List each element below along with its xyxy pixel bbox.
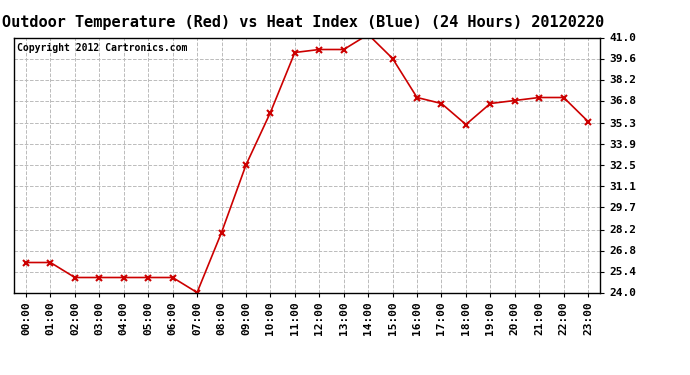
Text: Copyright 2012 Cartronics.com: Copyright 2012 Cartronics.com [17,43,187,52]
Text: Outdoor Temperature (Red) vs Heat Index (Blue) (24 Hours) 20120220: Outdoor Temperature (Red) vs Heat Index … [3,15,604,30]
